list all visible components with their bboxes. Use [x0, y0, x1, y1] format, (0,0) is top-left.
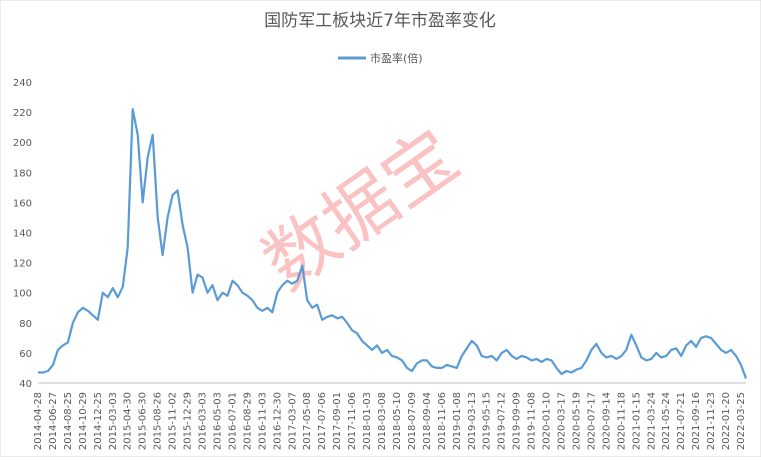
- x-tick-label: 2017-11-06: [347, 392, 358, 450]
- legend-label: 市盈率(倍): [370, 51, 423, 65]
- x-tick-label: 2020-09-14: [601, 392, 612, 450]
- x-tick-label: 2016-05-03: [212, 392, 223, 450]
- x-tick-label: 2014-08-25: [63, 392, 74, 450]
- x-tick-label: 2018-07-09: [407, 392, 418, 450]
- x-tick-label: 2015-04-30: [123, 392, 134, 450]
- x-tick-label: 2015-03-03: [108, 392, 119, 450]
- x-tick-label: 2018-09-04: [422, 392, 433, 450]
- x-tick-label: 2016-12-30: [272, 392, 283, 450]
- y-tick-label: 220: [13, 108, 32, 119]
- x-tick-label: 2018-01-03: [362, 392, 373, 450]
- series-line: [38, 108, 748, 379]
- x-tick-label: 2018-11-06: [437, 392, 448, 450]
- x-tick-label: 2016-08-29: [242, 392, 253, 450]
- x-tick-label: 2019-09-09: [512, 392, 523, 450]
- x-tick-label: 2018-05-10: [392, 392, 403, 450]
- y-tick-label: 100: [13, 289, 32, 300]
- x-tick-label: 2021-09-16: [691, 392, 702, 450]
- x-tick-label: 2018-03-08: [377, 392, 388, 450]
- y-tick-label: 200: [13, 138, 32, 149]
- y-tick-label: 160: [13, 198, 32, 209]
- x-tick-label: 2019-07-12: [497, 392, 508, 450]
- x-tick-label: 2016-03-03: [198, 392, 209, 450]
- x-tick-label: 2020-03-17: [557, 392, 568, 450]
- x-tick-label: 2020-11-18: [616, 392, 627, 450]
- x-tick-label: 2021-05-24: [661, 392, 672, 450]
- x-tick-label: 2020-05-19: [571, 392, 582, 450]
- y-tick-label: 140: [13, 229, 32, 240]
- x-tick-label: 2020-07-17: [586, 392, 597, 450]
- y-tick-label: 60: [19, 349, 32, 360]
- x-tick-label: 2021-01-15: [631, 392, 642, 450]
- x-tick-label: 2017-07-06: [317, 392, 328, 450]
- x-tick-label: 2021-07-21: [676, 392, 687, 450]
- x-tick-label: 2016-07-01: [227, 392, 238, 450]
- x-tick-label: 2017-05-08: [302, 392, 313, 450]
- y-tick-label: 240: [13, 78, 32, 89]
- x-tick-label: 2015-08-26: [153, 392, 164, 450]
- x-tick-label: 2014-04-28: [33, 392, 44, 450]
- x-tick-label: 2014-10-29: [78, 392, 89, 450]
- chart-title: 国防军工板块近7年市盈率变化: [264, 11, 496, 31]
- y-tick-label: 180: [13, 168, 32, 179]
- x-tick-label: 2015-06-30: [138, 392, 149, 450]
- x-tick-label: 2022-03-25: [736, 392, 747, 450]
- x-tick-label: 2021-11-23: [706, 392, 717, 450]
- x-tick-label: 2019-05-15: [482, 392, 493, 450]
- x-tick-label: 2017-03-07: [287, 392, 298, 450]
- y-tick-label: 40: [19, 379, 32, 390]
- y-tick-label: 120: [13, 259, 32, 270]
- x-tick-label: 2020-01-10: [542, 392, 553, 450]
- x-tick-label: 2021-03-24: [646, 392, 657, 450]
- x-tick-label: 2019-03-13: [467, 392, 478, 450]
- x-tick-label: 2014-12-25: [93, 392, 104, 450]
- x-tick-label: 2015-11-02: [168, 392, 179, 450]
- y-tick-label: 80: [19, 319, 32, 330]
- x-tick-label: 2019-01-08: [452, 392, 463, 450]
- x-tick-label: 2015-12-29: [183, 392, 194, 450]
- x-tick-label: 2016-11-03: [257, 392, 268, 450]
- x-tick-label: 2014-06-27: [48, 392, 59, 450]
- x-tick-label: 2022-01-20: [721, 392, 732, 450]
- x-tick-label: 2017-09-01: [332, 392, 343, 450]
- x-tick-label: 2019-11-08: [527, 392, 538, 450]
